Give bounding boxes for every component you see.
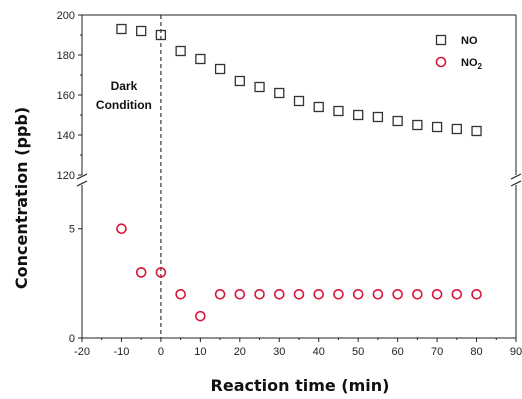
no-data-point xyxy=(372,111,384,123)
x-tick-label: 60 xyxy=(392,346,404,358)
dark-condition-label: Condition xyxy=(96,98,152,112)
no2-data-point xyxy=(155,267,167,278)
legend-marker-no2 xyxy=(435,56,447,68)
no2-data-point xyxy=(214,288,226,300)
no-data-point xyxy=(353,109,364,121)
axes-group: -20 -10 0 10 20 30 40 50 60 70 80 90120140160180200… xyxy=(57,10,522,358)
no-data-point xyxy=(313,101,324,113)
no2-data-point xyxy=(254,288,265,300)
no-data-point xyxy=(274,87,285,99)
no2-data-point xyxy=(392,288,403,300)
no2-data-point xyxy=(195,310,206,322)
no-data-point xyxy=(392,115,403,127)
no-data-point xyxy=(116,23,127,35)
y-tick-label: 160 xyxy=(57,90,75,102)
no-data-point xyxy=(254,81,265,93)
y-tick-label: 140 xyxy=(57,130,75,142)
x-tick-label: -20 xyxy=(74,346,90,358)
axis-break-mark xyxy=(76,173,88,180)
no-data-point xyxy=(293,95,305,107)
no2-data-point xyxy=(135,267,147,278)
axis-break-mark xyxy=(510,173,522,180)
no2-data-point xyxy=(234,288,246,300)
legend-label: NO xyxy=(461,35,478,47)
no2-data-point xyxy=(451,288,463,300)
legend-label: NO2 xyxy=(461,57,483,71)
no-data-point xyxy=(471,125,482,137)
x-tick-label: -10 xyxy=(114,346,130,358)
y-tick-label: 5 xyxy=(69,224,75,236)
y-tick-label: 200 xyxy=(57,10,75,22)
x-tick-label: 30 xyxy=(273,346,285,358)
no2-data-point xyxy=(313,288,325,300)
y-tick-label: 0 xyxy=(69,333,75,345)
no-data-point xyxy=(333,105,344,117)
no-data-point xyxy=(155,29,167,41)
no2-data-point xyxy=(175,288,186,300)
no2-data-point xyxy=(116,223,127,235)
no2-data-point xyxy=(293,288,305,300)
y-tick-label: 120 xyxy=(57,170,75,182)
x-tick-label: 40 xyxy=(313,346,325,358)
y-axis-title: Concentration (ppb) xyxy=(12,107,31,289)
no-data-point xyxy=(136,25,147,37)
x-tick-label: 0 xyxy=(158,346,164,358)
no-data-point xyxy=(451,123,462,135)
legend-marker-no xyxy=(435,34,447,46)
no-data-point xyxy=(431,121,443,133)
axis-break-mark xyxy=(76,180,88,187)
no-data-point xyxy=(412,119,423,131)
y-tick-label: 180 xyxy=(57,50,75,62)
no2-data-point xyxy=(431,288,443,300)
no2-data-point xyxy=(333,288,344,300)
no-data-point xyxy=(175,45,186,57)
no2-data-point xyxy=(273,288,285,300)
x-tick-label: 80 xyxy=(470,346,482,358)
x-tick-label: 10 xyxy=(194,346,206,358)
x-tick-label: 20 xyxy=(234,346,246,358)
dark-condition-label: Dark xyxy=(111,79,138,93)
no2-data-point xyxy=(412,288,423,300)
x-tick-label: 50 xyxy=(352,346,364,358)
axis-break-mark xyxy=(510,180,522,187)
no-data-point xyxy=(195,53,206,65)
marks-group xyxy=(116,23,482,322)
x-tick-label: 90 xyxy=(510,346,522,358)
no2-data-point xyxy=(471,288,482,300)
no-data-point xyxy=(234,75,245,87)
x-tick-label: 70 xyxy=(431,346,443,358)
no2-data-point xyxy=(352,288,364,300)
no2-data-point xyxy=(372,288,384,300)
legend: NO NO2 xyxy=(435,34,483,71)
x-axis-title: Reaction time (min) xyxy=(211,376,390,395)
no-data-point xyxy=(214,63,226,75)
